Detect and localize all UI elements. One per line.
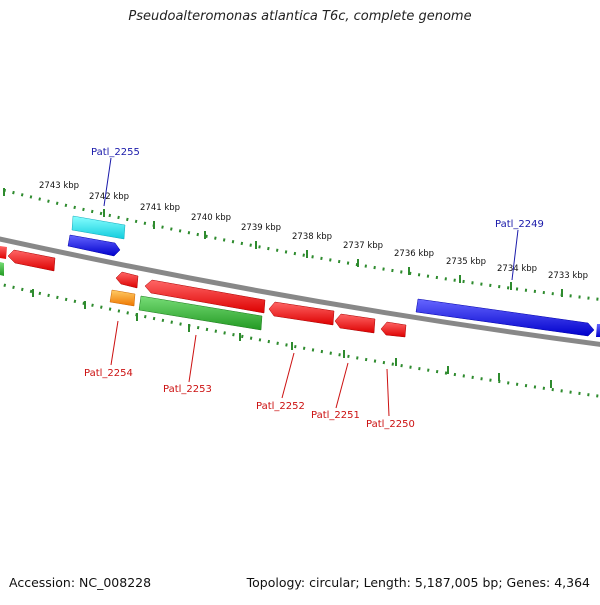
gene-labels: Patl_2255 Patl_2249 Patl_2254 Patl_2253 … [84, 147, 544, 430]
reverse-genes [7, 249, 407, 338]
gene-label-reverse[interactable]: Patl_2250 [366, 419, 415, 430]
kbp-label: 2735 kbp [446, 257, 486, 267]
gene-cyan[interactable] [71, 215, 126, 240]
gene-blue-partial[interactable] [596, 324, 600, 337]
gene-red-arrow[interactable] [7, 249, 56, 272]
lower-major-ticks [32, 289, 552, 388]
kbp-label: 2740 kbp [191, 213, 231, 223]
genome-summary-text: Topology: circular; Length: 5,187,005 bp… [246, 575, 590, 590]
kbp-label: 2739 kbp [241, 223, 281, 233]
forward-genes [0, 215, 600, 337]
kbp-label: 2743 kbp [39, 181, 79, 191]
gene-green-partial[interactable] [0, 262, 4, 276]
gene-red-arrow[interactable] [115, 271, 139, 289]
gene-red-arrow[interactable] [144, 279, 266, 314]
upper-major-ticks [3, 188, 563, 297]
gene-green[interactable] [138, 295, 263, 331]
gene-label-forward[interactable]: Patl_2249 [495, 219, 544, 230]
kbp-label: 2741 kbp [140, 203, 180, 213]
kbp-label: 2738 kbp [292, 232, 332, 242]
gene-red-arrow[interactable] [334, 313, 376, 334]
gene-label-reverse[interactable]: Patl_2252 [256, 401, 305, 412]
kbp-label: 2742 kbp [89, 192, 129, 202]
genome-backbone [0, 236, 600, 347]
gene-label-reverse[interactable]: Patl_2254 [84, 368, 133, 379]
gene-red-arrow[interactable] [268, 301, 335, 326]
map-title: Pseudoalteromonas atlantica T6c, complet… [128, 9, 472, 24]
gene-label-reverse[interactable]: Patl_2253 [163, 384, 212, 395]
gene-label-forward[interactable]: Patl_2255 [91, 147, 140, 158]
kbp-label: 2736 kbp [394, 249, 434, 259]
kbp-label: 2733 kbp [548, 271, 588, 281]
gene-blue-arrow[interactable] [415, 298, 595, 337]
gene-red-arrow[interactable] [380, 321, 407, 338]
kbp-labels: 2743 kbp 2742 kbp 2741 kbp 2740 kbp 2739… [39, 181, 588, 281]
kbp-label: 2734 kbp [497, 264, 537, 274]
gene-orange[interactable] [109, 289, 136, 307]
accession-text: Accession: NC_008228 [9, 575, 152, 590]
kbp-label: 2737 kbp [343, 241, 383, 251]
gene-label-reverse[interactable]: Patl_2251 [311, 410, 360, 421]
gene-red-partial[interactable] [0, 246, 7, 259]
gene-blue-arrow[interactable] [67, 234, 121, 257]
label-leaders [103, 157, 519, 417]
